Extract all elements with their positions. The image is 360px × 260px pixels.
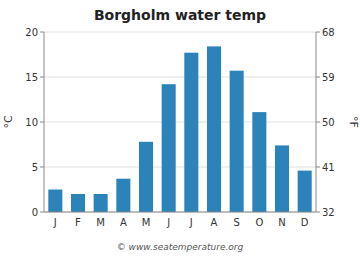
- y2-tick-label: 41: [322, 162, 335, 173]
- y2-tick-label: 32: [322, 207, 335, 218]
- x-tick-label: J: [166, 217, 170, 228]
- bar: [116, 179, 130, 212]
- x-tick-label: A: [120, 217, 127, 228]
- grid-line: [44, 122, 316, 123]
- x-tick-label: J: [189, 217, 193, 228]
- y2-axis-label: °F: [347, 116, 360, 128]
- bar: [94, 194, 108, 212]
- y2-tick: [316, 212, 320, 213]
- x-tick-label: F: [75, 217, 81, 228]
- bars: [48, 46, 311, 212]
- y-tick-label: 20: [25, 27, 38, 38]
- y2-tick-label: 68: [322, 27, 335, 38]
- y-axis-label: °C: [2, 115, 15, 129]
- y2-tick-label: 59: [322, 72, 335, 83]
- y-tick-label: 0: [32, 207, 38, 218]
- x-tick-label: M: [96, 217, 105, 228]
- grid-line: [44, 32, 316, 33]
- bar: [230, 71, 244, 212]
- y-tick: [40, 77, 44, 78]
- bar: [184, 53, 198, 212]
- y-tick: [40, 122, 44, 123]
- bar: [48, 190, 62, 213]
- x-tick-label: A: [211, 217, 218, 228]
- y-tick-label: 10: [25, 117, 38, 128]
- grid-line: [44, 77, 316, 78]
- y2-tick: [316, 167, 320, 168]
- y2-tick-label: 50: [322, 117, 335, 128]
- bar: [275, 145, 289, 212]
- x-tick-label: N: [278, 217, 285, 228]
- y-tick-label: 5: [32, 162, 38, 173]
- bar: [298, 171, 312, 212]
- grid-line: [44, 212, 316, 213]
- y-tick-label: 15: [25, 72, 38, 83]
- bar: [207, 46, 221, 212]
- bar: [252, 112, 266, 212]
- y-tick: [40, 167, 44, 168]
- x-tick-label: D: [301, 217, 309, 228]
- chart: 0 5 10 15 20 32 41 50 59 68 J F M A M J J A S O N D °C °F Borgho…: [0, 0, 360, 260]
- x-tick-label: S: [233, 217, 239, 228]
- x-tick-label: J: [53, 217, 57, 228]
- y2-tick: [316, 77, 320, 78]
- bar: [162, 84, 176, 212]
- x-tick-label: O: [255, 217, 263, 228]
- annotation: © www.seatemperature.org: [117, 242, 244, 252]
- y-tick: [40, 32, 44, 33]
- y-tick: [40, 212, 44, 213]
- bar: [139, 142, 153, 212]
- x-axis-line: [44, 212, 316, 213]
- title: Borgholm water temp: [94, 7, 266, 23]
- y2-tick: [316, 32, 320, 33]
- y2-tick: [316, 122, 320, 123]
- bar: [71, 194, 85, 212]
- x-tick-label: M: [142, 217, 151, 228]
